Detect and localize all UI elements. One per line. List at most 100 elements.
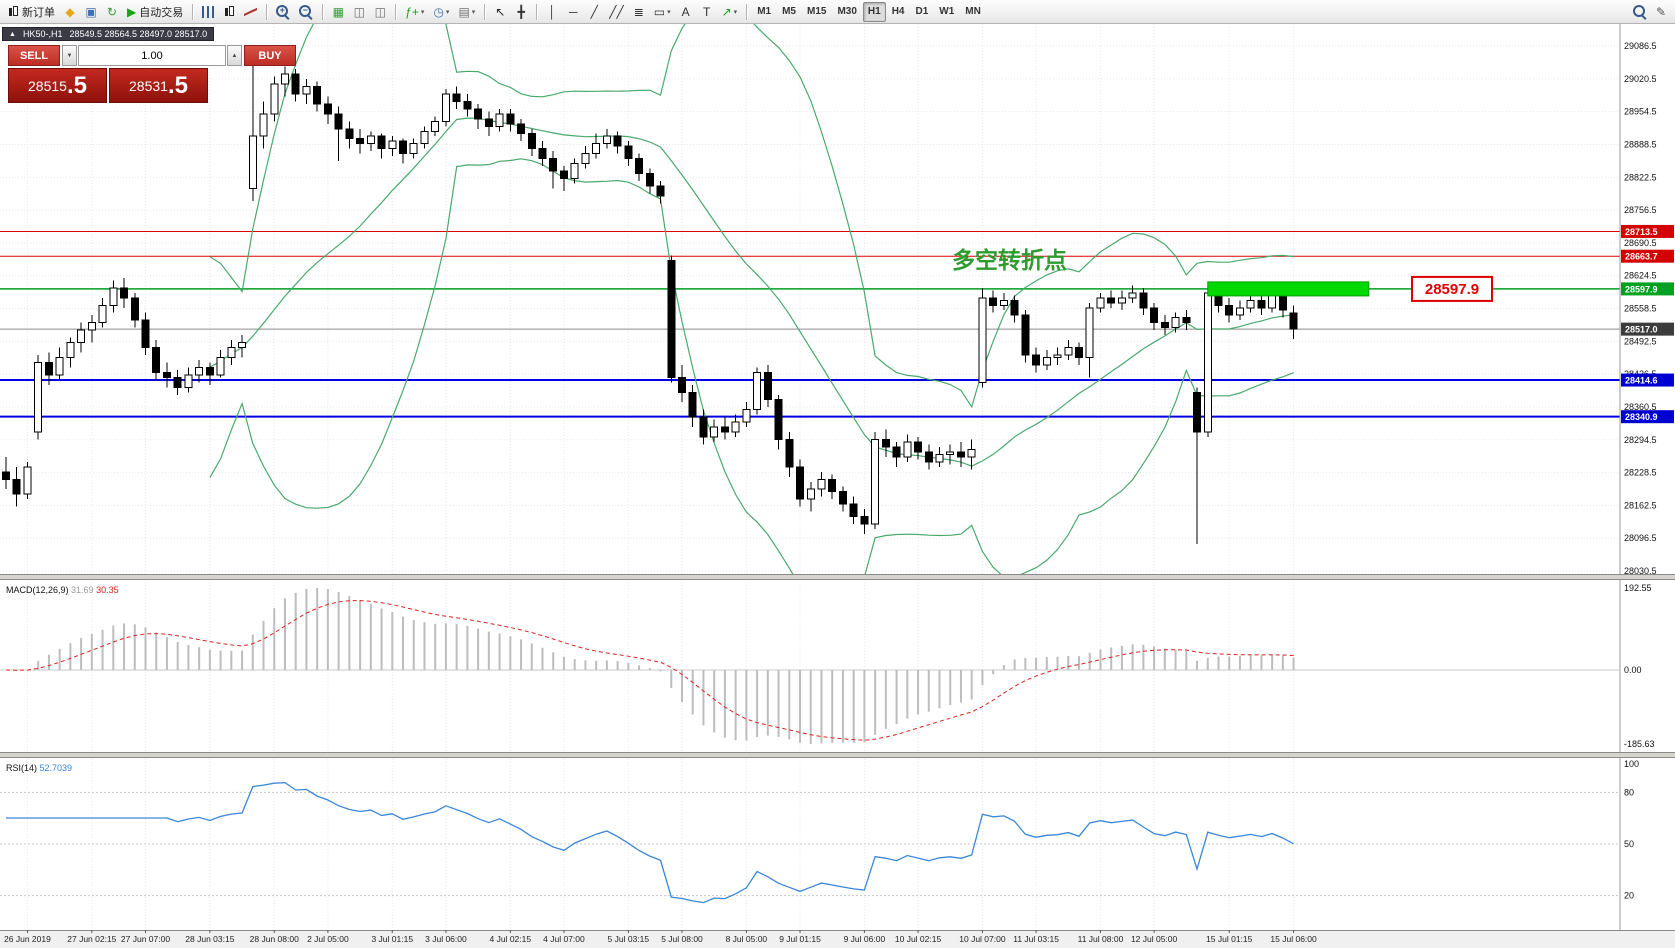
- volume-increase-button[interactable]: ▲: [227, 45, 242, 66]
- fibonacci-tool-button[interactable]: ≣: [629, 2, 649, 22]
- arrows-tool-button[interactable]: ↗ ▾: [718, 2, 742, 22]
- text-tool-button[interactable]: A: [676, 2, 696, 22]
- timeframe-mn-button[interactable]: MN: [965, 6, 981, 17]
- grid: [0, 24, 1620, 930]
- channel-tool-button[interactable]: ╱╱: [605, 2, 627, 22]
- templates-button[interactable]: ▤ ▾: [454, 2, 479, 22]
- buy-button[interactable]: BUY: [244, 45, 296, 66]
- time-axis[interactable]: [0, 930, 1675, 948]
- fibonacci-tool-icon: ≣: [633, 4, 644, 19]
- sell-button[interactable]: SELL: [8, 45, 60, 66]
- timeframe-m5-button[interactable]: M5: [782, 6, 796, 17]
- cascade-windows-button[interactable]: ◫: [349, 2, 369, 22]
- timeframe-h4-button[interactable]: H4: [891, 6, 905, 17]
- toolbar-right-group: ✎: [1629, 2, 1671, 22]
- svg-text:0.00: 0.00: [1624, 665, 1642, 675]
- price-axis[interactable]: 29086.5 29020.5 28954.5 28888.5 28822.5 28756…: [1619, 24, 1674, 930]
- toolbar-separator: [536, 3, 538, 20]
- search-button[interactable]: [1629, 2, 1651, 22]
- svg-text:28690.5: 28690.5: [1624, 238, 1657, 248]
- sell-price-display[interactable]: 28515 .5: [8, 68, 107, 103]
- svg-text:100: 100: [1624, 759, 1639, 769]
- macd-signal-line: [5, 600, 1294, 741]
- svg-text:15 Jul 06:00: 15 Jul 06:00: [1270, 934, 1317, 944]
- svg-text:28294.5: 28294.5: [1624, 435, 1657, 445]
- timeframe-h1-button[interactable]: H1: [862, 1, 886, 22]
- new-order-button[interactable]: 新订单: [4, 2, 59, 22]
- timeframe-m1-button[interactable]: M1: [757, 6, 772, 17]
- svg-text:28492.5: 28492.5: [1624, 336, 1657, 346]
- chart-annotation-text[interactable]: 多空转折点: [952, 247, 1067, 273]
- shapes-tool-button[interactable]: ▭ ▾: [650, 2, 675, 22]
- dropdown-caret-icon: ▾: [471, 8, 476, 16]
- svg-text:20: 20: [1624, 891, 1634, 901]
- svg-text:192.55: 192.55: [1624, 583, 1652, 593]
- timeframe-m30-button[interactable]: M30: [837, 6, 857, 17]
- svg-text:29020.5: 29020.5: [1624, 74, 1657, 84]
- sell-price-frac: .5: [66, 71, 87, 99]
- zoom-in-button[interactable]: +: [272, 2, 294, 22]
- indicators-button[interactable]: ƒ+ ▾: [401, 2, 428, 22]
- svg-text:28228.5: 28228.5: [1624, 468, 1657, 478]
- chart-canvas[interactable]: 多空转折点 28597.9 29086.5 29020.5 28954.5 28888.5…: [0, 24, 1675, 948]
- timeframe-m15-button[interactable]: M15: [807, 6, 827, 17]
- line-chart-type-button[interactable]: [240, 2, 261, 22]
- symbol-info-bar: ▲ HK50-,H1 28549.5 28564.5 28497.0 28517…: [2, 27, 215, 41]
- horizontal-line-tool-button[interactable]: ─: [563, 2, 583, 22]
- zoom-out-button[interactable]: −: [295, 2, 317, 22]
- chevron-up-icon: ▲: [231, 52, 238, 59]
- toolbar-separator: [484, 3, 486, 20]
- volume-input[interactable]: [78, 45, 226, 66]
- svg-text:4 Jul 02:15: 4 Jul 02:15: [490, 934, 532, 944]
- tile-windows-button[interactable]: ▦: [328, 2, 348, 22]
- charts-icon[interactable]: ◆: [60, 2, 80, 22]
- volume-stepper: ▼ ▲: [62, 45, 242, 66]
- trendline-tool-icon: ╱: [590, 4, 598, 19]
- collapse-trade-panel-button[interactable]: ▲: [9, 30, 16, 38]
- refresh-icon[interactable]: ↻: [102, 2, 122, 22]
- text-label-tool-button[interactable]: T: [697, 2, 717, 22]
- timeframe-w1-button[interactable]: W1: [939, 6, 955, 17]
- periods-button[interactable]: ◷ ▾: [429, 2, 453, 22]
- buy-price-display[interactable]: 28531 .5: [109, 68, 208, 103]
- candlestick-chart-type-icon: [224, 5, 235, 18]
- crosshair-tool-button[interactable]: ╋: [511, 2, 531, 22]
- svg-text:26 Jun 2019: 26 Jun 2019: [4, 934, 51, 944]
- resistance-zone-highlight[interactable]: [1207, 281, 1370, 297]
- svg-text:10 Jul 07:00: 10 Jul 07:00: [959, 934, 1006, 944]
- profile-icon[interactable]: ▣: [81, 2, 101, 22]
- toolbar-separator: [192, 3, 194, 20]
- vertical-line-tool-icon: │: [548, 4, 557, 19]
- periods-icon: ◷: [433, 4, 444, 19]
- price-callout-box[interactable]: [1411, 275, 1493, 302]
- svg-text:2 Jul 05:00: 2 Jul 05:00: [307, 934, 349, 944]
- bar-chart-type-button[interactable]: [198, 2, 218, 22]
- svg-text:11 Jul 03:15: 11 Jul 03:15: [1013, 934, 1059, 944]
- svg-text:28822.5: 28822.5: [1624, 172, 1657, 182]
- arrange-windows-button[interactable]: ◫: [370, 2, 390, 22]
- svg-text:80: 80: [1624, 787, 1634, 797]
- vertical-line-tool-button[interactable]: │: [542, 2, 562, 22]
- svg-text:4 Jul 07:00: 4 Jul 07:00: [543, 934, 585, 944]
- autotrade-button[interactable]: ▶ 自动交易: [123, 2, 187, 22]
- cursor-tool-button[interactable]: ↖: [490, 2, 510, 22]
- svg-text:28 Jun 08:00: 28 Jun 08:00: [250, 934, 299, 944]
- tile-windows-icon: ▦: [332, 4, 344, 19]
- edit-button[interactable]: ✎: [1651, 2, 1671, 22]
- trade-buttons-row: SELL ▼ ▲ BUY: [8, 45, 296, 66]
- candlestick-chart-type-button[interactable]: [219, 2, 239, 22]
- rsi-level-lines: [0, 791, 1620, 897]
- toolbar-separator: [395, 3, 397, 20]
- timeframe-d1-button[interactable]: D1: [915, 6, 929, 17]
- candlesticks: [2, 61, 1298, 544]
- ohlc-values: 28549.5 28564.5 28497.0 28517.0: [69, 29, 208, 39]
- svg-text:11 Jul 08:00: 11 Jul 08:00: [1078, 934, 1124, 944]
- line-chart-type-icon: [244, 6, 257, 17]
- cascade-windows-icon: ◫: [353, 4, 365, 19]
- volume-decrease-button[interactable]: ▼: [62, 45, 77, 66]
- svg-text:3 Jul 01:15: 3 Jul 01:15: [371, 934, 413, 944]
- bar-chart-type-icon: [202, 5, 215, 18]
- svg-text:29086.5: 29086.5: [1624, 41, 1657, 51]
- trendline-tool-button[interactable]: ╱: [584, 2, 604, 22]
